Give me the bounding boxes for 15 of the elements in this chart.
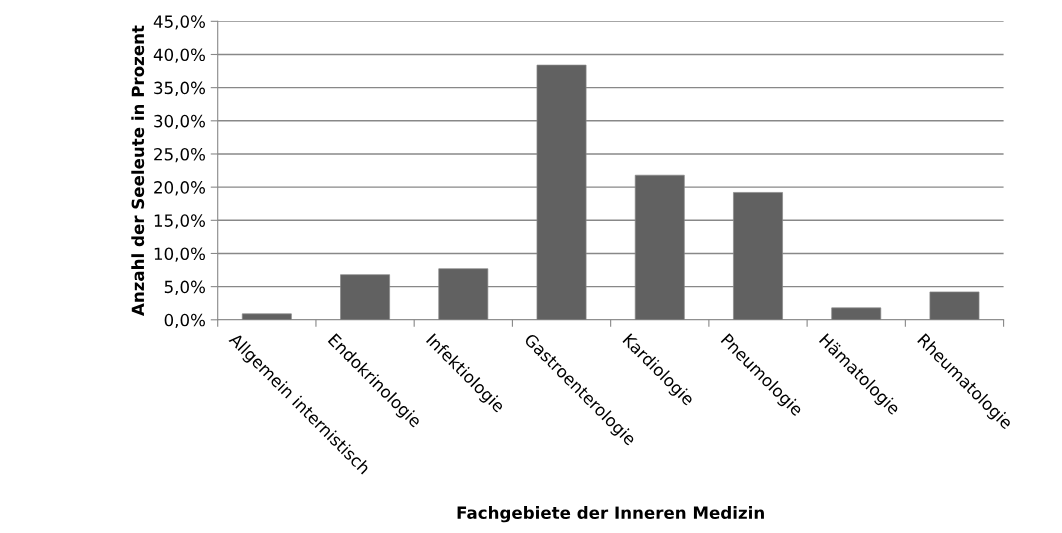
x-axis-title: Fachgebiete der Inneren Medizin (457, 506, 764, 523)
y-tick-label: 45,0% (153, 15, 205, 30)
y-axis-title: Anzahl der Seeleute in Prozent (131, 25, 145, 316)
y-tick-label: 0,0% (164, 313, 205, 329)
y-tick-label: 5,0% (164, 280, 205, 295)
y-tick-label: 10,0% (154, 247, 205, 262)
bar (929, 291, 980, 320)
bar (241, 313, 292, 320)
y-tick-label: 15,0% (154, 214, 205, 229)
bar (831, 307, 882, 320)
y-tick-label: 40,0% (153, 48, 205, 63)
y-tick-label: 20,0% (154, 181, 205, 196)
y-tick-label: 35,0% (154, 81, 205, 96)
y-tick-label: 25,0% (154, 147, 205, 163)
y-tick-label: 30,0% (154, 114, 205, 130)
